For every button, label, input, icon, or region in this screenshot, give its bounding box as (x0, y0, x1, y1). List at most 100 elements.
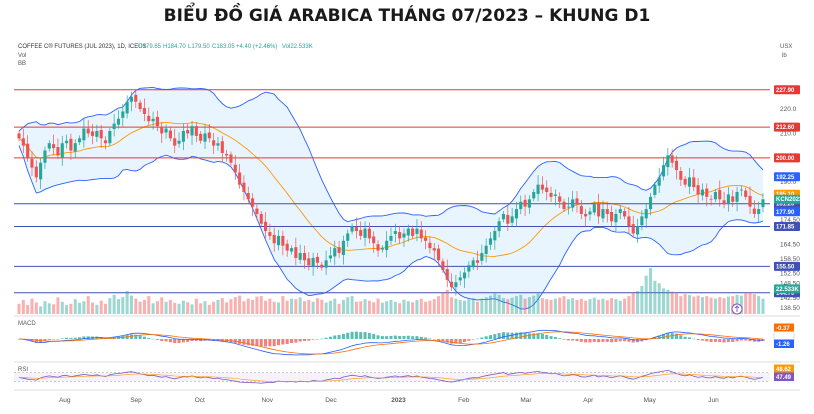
ohlc-low: L179.50 (188, 44, 210, 50)
candle-body (454, 282, 458, 288)
macd-histogram-bar (480, 337, 484, 339)
volume-bar (532, 295, 536, 314)
macd-histogram-bar (281, 339, 285, 345)
volume-bar (328, 300, 332, 314)
rsi-legend: RSI (18, 367, 28, 373)
macd-histogram-bar (424, 337, 428, 339)
macd-histogram-bar (484, 336, 488, 339)
candle-body (78, 138, 82, 143)
macd-histogram-bar (324, 337, 328, 339)
macd-histogram-bar (566, 339, 570, 341)
level-tag-0-box (774, 85, 800, 95)
candle-body (571, 199, 575, 208)
level-tag-4: 171.85 (776, 225, 795, 231)
candle-body (125, 101, 129, 114)
volume-bar (649, 268, 653, 314)
candle-body (393, 231, 397, 234)
volume-bar (86, 296, 90, 314)
macd-histogram-bar (311, 339, 315, 340)
volume-bar (752, 294, 756, 314)
volume-bar (705, 296, 709, 314)
volume-bar (186, 302, 190, 314)
volume-bar (558, 297, 562, 314)
macd-histogram-bar (445, 339, 449, 343)
volume-bar (441, 293, 445, 314)
macd-histogram-bar (380, 336, 384, 339)
candle-body (216, 143, 220, 146)
candle-body (155, 116, 159, 127)
macd-signal-line (18, 331, 764, 355)
x-tick-label-9: May (644, 397, 657, 404)
candle-body (220, 141, 224, 153)
volume-bar (488, 295, 493, 314)
volume-bar (363, 299, 367, 314)
candle-body (341, 240, 345, 255)
candle-body (354, 227, 358, 232)
macd-histogram-bar (592, 339, 596, 342)
macd-line (18, 329, 764, 356)
candle-body (739, 189, 743, 191)
macd-histogram-bar (475, 338, 480, 340)
volume-bar (709, 297, 713, 314)
candle-body (151, 118, 155, 122)
volume-bar (168, 299, 172, 314)
macd-histogram-bar (315, 339, 319, 340)
volume-bar (726, 296, 730, 314)
volume-bar (281, 296, 285, 314)
candle-body (648, 196, 653, 210)
volume-bar (562, 296, 566, 314)
macd-histogram-bar (194, 339, 198, 341)
volume-bar (497, 294, 501, 314)
candle-body (566, 206, 570, 208)
candle-body (627, 216, 631, 227)
currency-label: USX (780, 44, 792, 50)
level-tag-5-box (774, 261, 800, 271)
rsi-tag-0: 48.62 (776, 367, 792, 373)
y-tick-label-10: 148.50 (780, 281, 800, 288)
volume-bar (748, 292, 752, 314)
volume-bar (506, 299, 510, 314)
candle-body (644, 209, 648, 219)
macd-histogram-bar (666, 332, 670, 339)
macd-histogram-bar (428, 338, 432, 339)
macd-histogram-bar (82, 336, 86, 339)
volume-bar (82, 301, 86, 314)
candle-body (757, 209, 761, 214)
level-tag-5: 155.50 (776, 264, 795, 270)
macd-histogram-bar (320, 338, 324, 340)
candle-body (696, 185, 700, 195)
macd-histogram-bar (60, 338, 64, 339)
volume-bar (354, 301, 358, 314)
price-tag-2: KCN2023 (776, 197, 800, 203)
candle-body (700, 189, 704, 196)
macd-histogram-bar (259, 339, 263, 347)
macd-histogram-bar (653, 336, 657, 339)
macd-histogram-bar (761, 339, 765, 342)
candle-body (679, 171, 683, 180)
candle-body (653, 184, 657, 195)
volume-bar (238, 295, 242, 314)
candle-body (636, 226, 640, 235)
volume-bar (69, 303, 73, 314)
candle-body (674, 160, 679, 171)
volume-bar (731, 296, 735, 314)
volume-bar (341, 299, 345, 314)
volume-bar (640, 285, 644, 314)
volume-bar (203, 301, 207, 314)
macd-histogram-bar (138, 335, 142, 339)
volume-bar (428, 300, 432, 314)
volume-bar (450, 297, 454, 314)
candle-body (562, 201, 566, 210)
candle-body (398, 232, 402, 239)
volume-bar (108, 298, 112, 314)
volume-bar (618, 300, 622, 314)
volume-bar (52, 304, 56, 314)
candle-body (108, 131, 112, 144)
volume-bar (757, 296, 761, 314)
volume-bar (627, 296, 631, 314)
y-tick-label-3: 190.0 (780, 179, 797, 186)
volume-bar (367, 300, 371, 314)
candle-body (458, 277, 462, 281)
macd-histogram-bar (700, 339, 704, 341)
volume-bar (320, 299, 324, 314)
